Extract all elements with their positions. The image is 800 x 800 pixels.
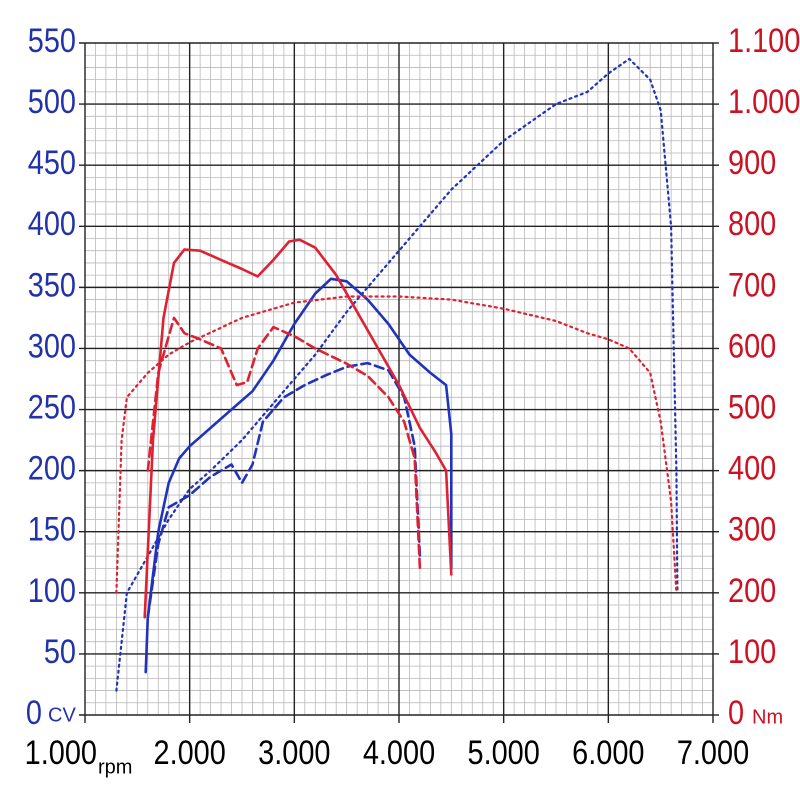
y2-tick-label: 1.000 [728, 82, 800, 121]
y-tick-label: 500 [28, 82, 76, 121]
y-tick-label: 550 [28, 21, 76, 60]
series-line [115, 57, 679, 692]
x-tick-label: 3.000 [258, 733, 330, 772]
x-tick-label: 2.000 [154, 733, 226, 772]
y-tick-label: 150 [28, 509, 76, 548]
y2-tick-label: 100 [728, 632, 776, 671]
series-line [143, 238, 453, 619]
series-line [115, 295, 678, 594]
x-tick-label: 7.000 [677, 733, 749, 772]
y2-tick-label: 400 [728, 448, 776, 487]
y-tick-label: 350 [28, 265, 76, 304]
y-tick-label: 50 [44, 632, 76, 671]
y-tick-label: 400 [28, 204, 76, 243]
y2-tick-label: 500 [728, 387, 776, 426]
x-tick-label: 6.000 [572, 733, 644, 772]
y2-tick-label: 900 [728, 143, 776, 182]
y2-tick-label: 700 [728, 265, 776, 304]
y-unit: CV [48, 704, 76, 726]
x-tick-label: 1.000 [25, 733, 97, 772]
series-line [144, 277, 453, 674]
y-tick-label: 250 [28, 387, 76, 426]
series-line [146, 316, 422, 570]
y-tick-label: 450 [28, 143, 76, 182]
y2-unit: Nm [752, 706, 783, 728]
series-line [146, 361, 422, 619]
y2-tick-label: 200 [728, 571, 776, 610]
y-tick-label: 200 [28, 448, 76, 487]
y-tick-label: 100 [28, 571, 76, 610]
y-tick-label: 0 [26, 693, 42, 732]
y2-tick-label: 0 [728, 693, 744, 732]
y2-tick-label: 600 [728, 326, 776, 365]
y2-tick-label: 800 [728, 204, 776, 243]
x-tick-label: 5.000 [468, 733, 540, 772]
y2-tick-label: 300 [728, 509, 776, 548]
y2-tick-label: 1.100 [728, 21, 800, 60]
x-unit: rpm [98, 756, 132, 778]
x-tick-label: 4.000 [363, 733, 435, 772]
y-tick-label: 300 [28, 326, 76, 365]
